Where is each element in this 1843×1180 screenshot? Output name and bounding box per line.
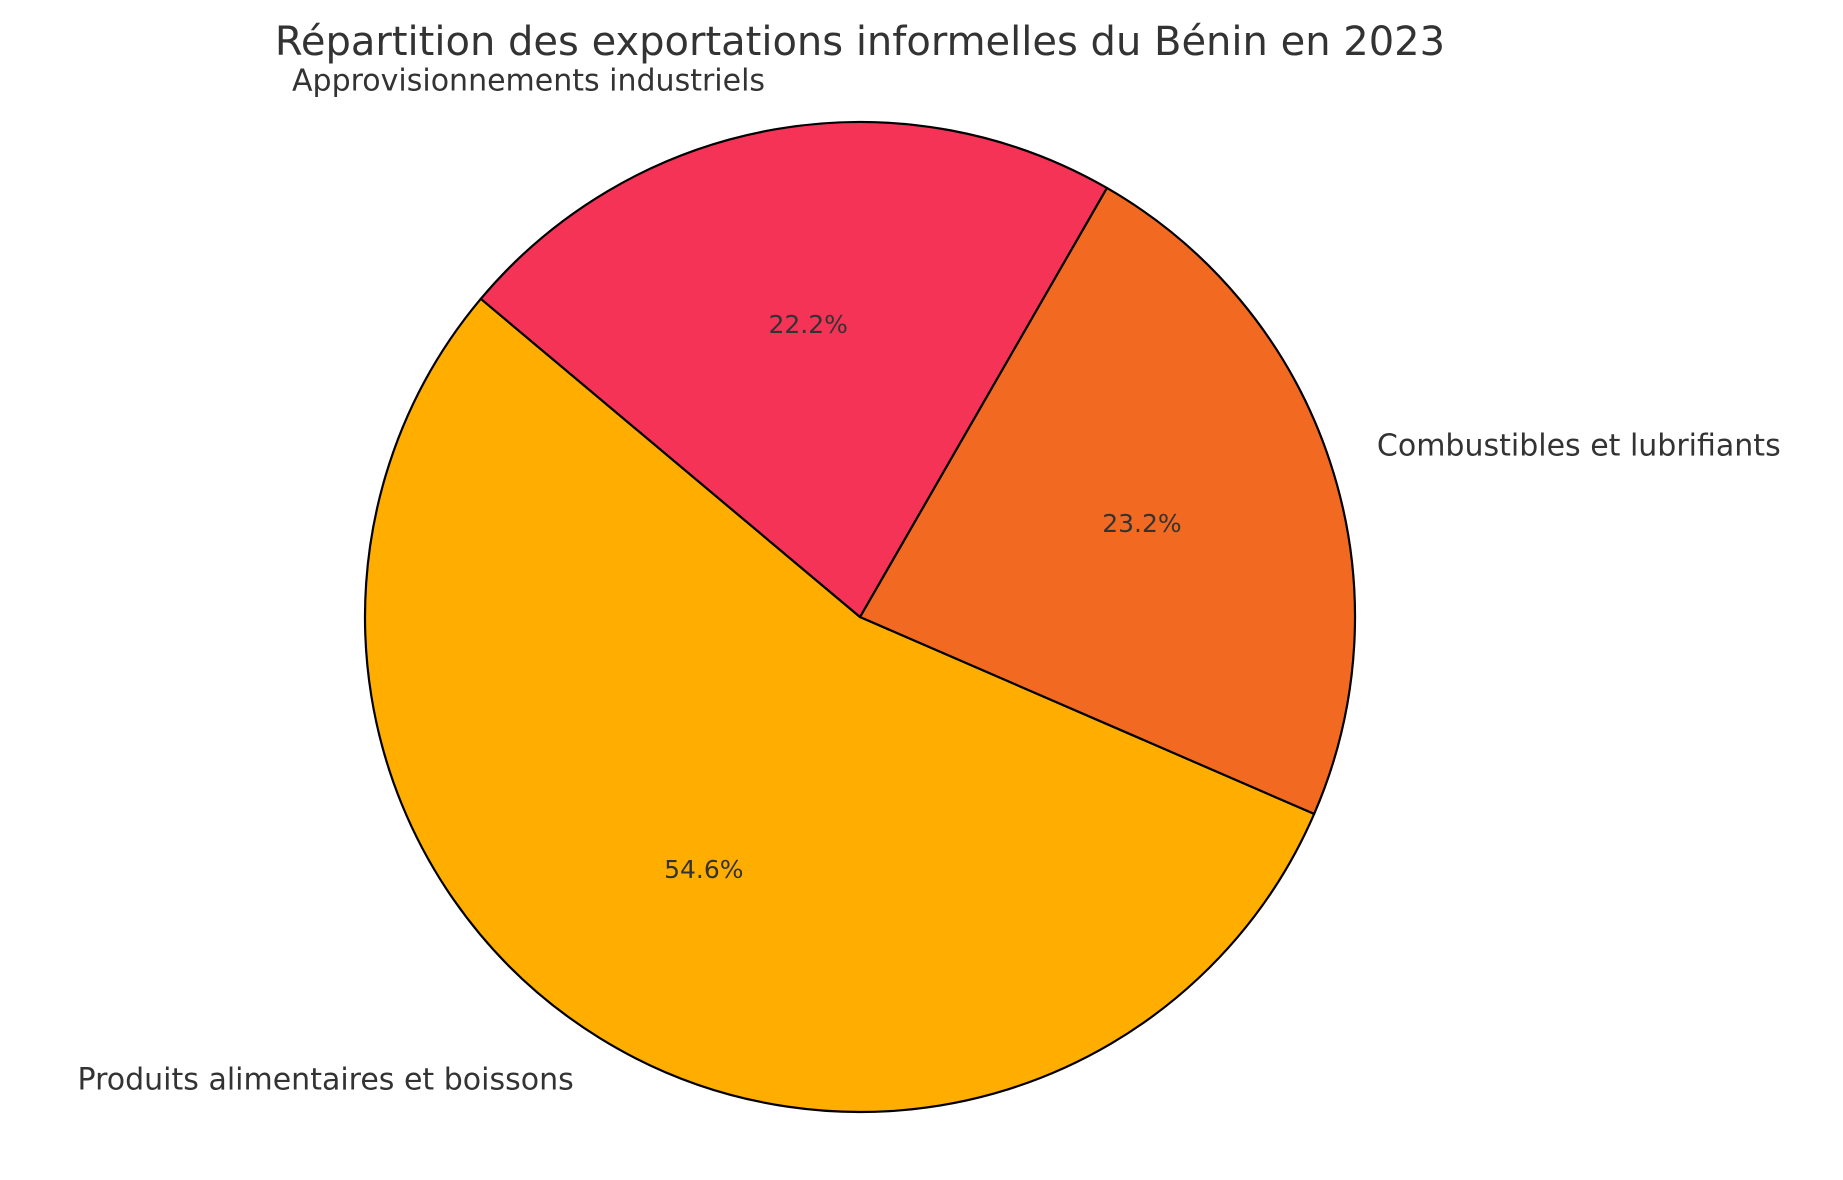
category-label-produits-alimentaires-et-boissons: Produits alimentaires et boissons xyxy=(78,1063,574,1098)
category-label-approvisionnements-industriels: Approvisionnements industriels xyxy=(292,63,765,98)
pie-slice-produits-alimentaires-et-boissons xyxy=(363,297,1316,1114)
pie-slice-combustibles-et-lubrifiants xyxy=(858,186,1357,816)
pct-label-combustibles-et-lubrifiants: 23.2% xyxy=(1102,509,1181,538)
pie-labels: 54.6% Produits alimentaires et boissons 23… xyxy=(78,63,1781,1097)
pie-slices xyxy=(363,120,1357,1114)
category-label-combustibles-et-lubrifiants: Combustibles et lubrifiants xyxy=(1377,428,1781,463)
chart-title: Répartition des exportations informelles… xyxy=(275,19,1445,65)
pie-slice-approvisionnements-industriels xyxy=(479,120,1108,619)
pct-label-approvisionnements-industriels: 22.2% xyxy=(769,310,848,339)
pct-label-produits-alimentaires-et-boissons: 54.6% xyxy=(664,855,743,884)
